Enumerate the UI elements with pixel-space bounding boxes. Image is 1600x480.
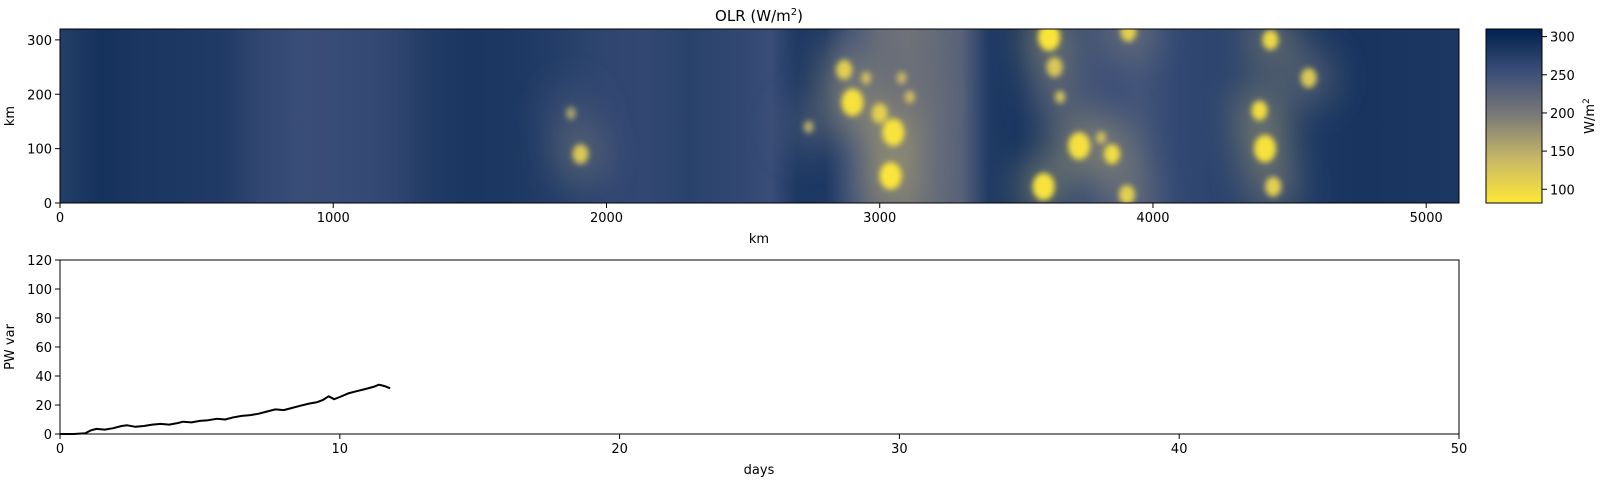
cloud-core [879,162,902,190]
cloud-haze [1102,29,1155,62]
colorbar-tick-label: 200 [1550,107,1575,122]
pw-y-tick-label: 20 [35,399,52,414]
olr-title-superscript: 2 [791,7,797,18]
pw-y-tick-label: 60 [35,341,52,356]
colorbar-label-main: W/m [1583,104,1598,134]
olr-cloud-core-layer [565,29,1317,203]
pw-x-tick-label: 40 [1171,442,1188,457]
cloud-core [1096,131,1107,144]
olr-x-tick-label: 2000 [590,211,623,226]
cloud-core [1032,172,1055,201]
cloud-core [1251,100,1268,121]
cloud-haze [1101,164,1154,203]
olr-x-tick-label: 1000 [317,211,350,226]
colorbar-tick-label: 250 [1550,69,1575,84]
cloud-core [836,59,853,80]
olr-panel: OLR (W/m2) 0 1000 2000 3000 4000 5000 0 100 200… [3,7,1460,247]
pw-x-tick-label: 10 [332,442,349,457]
olr-x-tick-label: 0 [56,211,64,226]
olr-x-axis: 0 1000 2000 3000 4000 5000 [56,203,1443,226]
colorbar-label: W/m2 [1582,98,1598,134]
pw-y-tick-label: 40 [35,370,52,385]
cloud-core [1265,176,1282,197]
pw-x-tick-label: 0 [56,442,64,457]
olr-y-axis-label: km [3,106,18,126]
cloud-core [1300,67,1317,88]
cloud-core [896,71,907,85]
cloud-core [572,144,589,165]
cloud-core [565,107,576,120]
olr-y-tick-label: 0 [44,197,52,212]
cloud-core [1046,57,1063,78]
cloud-core [1119,184,1136,203]
olr-title: OLR (W/m2) [715,7,803,25]
cloud-core [1103,144,1120,165]
pw-var-panel: 0 10 20 30 40 50 0 20 40 60 80 100 120 days PW var [3,254,1467,478]
cloud-core [1038,29,1061,51]
cloud-core [882,118,905,147]
cloud-core [1055,90,1066,104]
pw-plot-area [59,259,1460,435]
olr-x-tick-label: 5000 [1410,211,1443,226]
colorbar-tick-label: 300 [1550,31,1575,46]
cloud-core [904,90,915,104]
pw-y-tick-label: 0 [44,428,52,443]
cloud-core [1068,132,1091,160]
pw-x-axis-label: days [744,463,775,478]
cloud-core [1253,134,1276,163]
olr-y-axis: 0 100 200 300 [27,34,60,212]
olr-map-frame [59,28,1460,204]
olr-x-tick-label: 4000 [1136,211,1169,226]
olr-y-tick-label: 300 [27,34,52,49]
olr-x-axis-label: km [749,232,769,247]
pw-x-tick-label: 20 [611,442,628,457]
pw-y-tick-label: 80 [35,312,52,327]
cloud-core [803,120,814,134]
pw-x-tick-label: 50 [1451,442,1468,457]
pw-var-series-line [60,383,391,435]
pw-y-tick-label: 100 [27,283,52,298]
olr-y-tick-label: 100 [27,143,52,158]
colorbar-label-superscript: 2 [1582,98,1592,104]
colorbar-ticks: 100 150 200 250 300 [1542,31,1575,198]
olr-y-tick-label: 200 [27,88,52,103]
cloud-core [841,88,864,117]
olr-x-tick-label: 3000 [863,211,896,226]
pw-y-tick-label: 120 [27,254,52,269]
colorbar-gradient [1485,28,1543,204]
colorbar-tick-label: 150 [1550,145,1575,160]
cloud-core [1262,29,1279,50]
cloud-core [861,71,872,85]
pw-y-axis: 0 20 40 60 80 100 120 [27,254,60,443]
colorbar-tick-label: 100 [1550,183,1575,198]
cloud-core [1120,29,1137,42]
pw-x-axis: 0 10 20 30 40 50 [56,434,1467,457]
cloud-core [871,103,888,124]
olr-colorbar: 100 150 200 250 300 W/m2 [1485,28,1598,204]
olr-title-main: OLR (W/m [715,7,791,25]
pw-y-axis-label: PW var [3,323,18,369]
olr-title-suffix: ) [797,7,803,25]
olr-map-background [60,29,1459,203]
pw-x-tick-label: 30 [891,442,908,457]
